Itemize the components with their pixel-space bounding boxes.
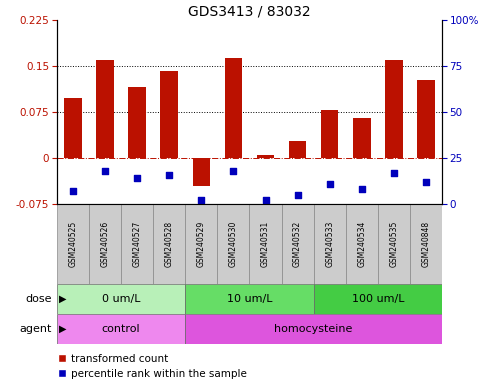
Text: 10 um/L: 10 um/L — [227, 294, 272, 304]
Text: GSM240527: GSM240527 — [133, 221, 142, 267]
Text: homocysteine: homocysteine — [274, 324, 353, 334]
Text: agent: agent — [20, 324, 52, 334]
Bar — [289, 141, 306, 158]
Point — [133, 175, 141, 181]
Bar — [378, 204, 410, 284]
Bar — [185, 204, 217, 284]
Point — [326, 181, 334, 187]
Text: GSM240534: GSM240534 — [357, 221, 366, 267]
Point — [262, 197, 270, 204]
Bar — [321, 110, 339, 158]
Point — [422, 179, 430, 185]
Point — [390, 170, 398, 176]
Bar — [346, 204, 378, 284]
Text: GSM240529: GSM240529 — [197, 221, 206, 267]
Legend: transformed count, percentile rank within the sample: transformed count, percentile rank withi… — [57, 354, 247, 379]
Text: GSM240848: GSM240848 — [421, 221, 430, 267]
Text: GSM240528: GSM240528 — [165, 221, 174, 267]
Text: GSM240526: GSM240526 — [100, 221, 110, 267]
Bar — [64, 98, 82, 158]
Point — [198, 197, 205, 204]
Bar — [256, 155, 274, 158]
Text: GSM240533: GSM240533 — [325, 221, 334, 267]
Point — [229, 168, 237, 174]
Text: ▶: ▶ — [59, 324, 67, 334]
Bar — [96, 60, 114, 158]
Text: control: control — [102, 324, 141, 334]
Text: GSM240531: GSM240531 — [261, 221, 270, 267]
Bar — [217, 204, 250, 284]
Text: 100 um/L: 100 um/L — [352, 294, 404, 304]
Bar — [417, 80, 435, 158]
Point — [101, 168, 109, 174]
Bar — [225, 58, 242, 158]
Bar — [57, 204, 89, 284]
Bar — [185, 284, 313, 314]
Bar — [89, 204, 121, 284]
Bar — [250, 204, 282, 284]
Bar — [353, 118, 370, 158]
Bar — [410, 204, 442, 284]
Point — [358, 186, 366, 192]
Bar — [313, 204, 346, 284]
Bar — [185, 314, 442, 344]
Bar — [282, 204, 313, 284]
Bar — [313, 284, 442, 314]
Text: GSM240530: GSM240530 — [229, 221, 238, 267]
Text: GSM240525: GSM240525 — [69, 221, 78, 267]
Bar — [385, 60, 403, 158]
Bar — [153, 204, 185, 284]
Bar — [128, 88, 146, 158]
Bar — [160, 71, 178, 158]
Title: GDS3413 / 83032: GDS3413 / 83032 — [188, 5, 311, 19]
Bar — [57, 314, 185, 344]
Text: GSM240535: GSM240535 — [389, 221, 398, 267]
Point — [165, 172, 173, 178]
Point — [294, 192, 301, 198]
Bar — [57, 284, 185, 314]
Bar — [193, 158, 210, 185]
Bar — [121, 204, 153, 284]
Text: ▶: ▶ — [59, 294, 67, 304]
Text: GSM240532: GSM240532 — [293, 221, 302, 267]
Text: 0 um/L: 0 um/L — [102, 294, 141, 304]
Point — [69, 188, 77, 194]
Text: dose: dose — [26, 294, 52, 304]
